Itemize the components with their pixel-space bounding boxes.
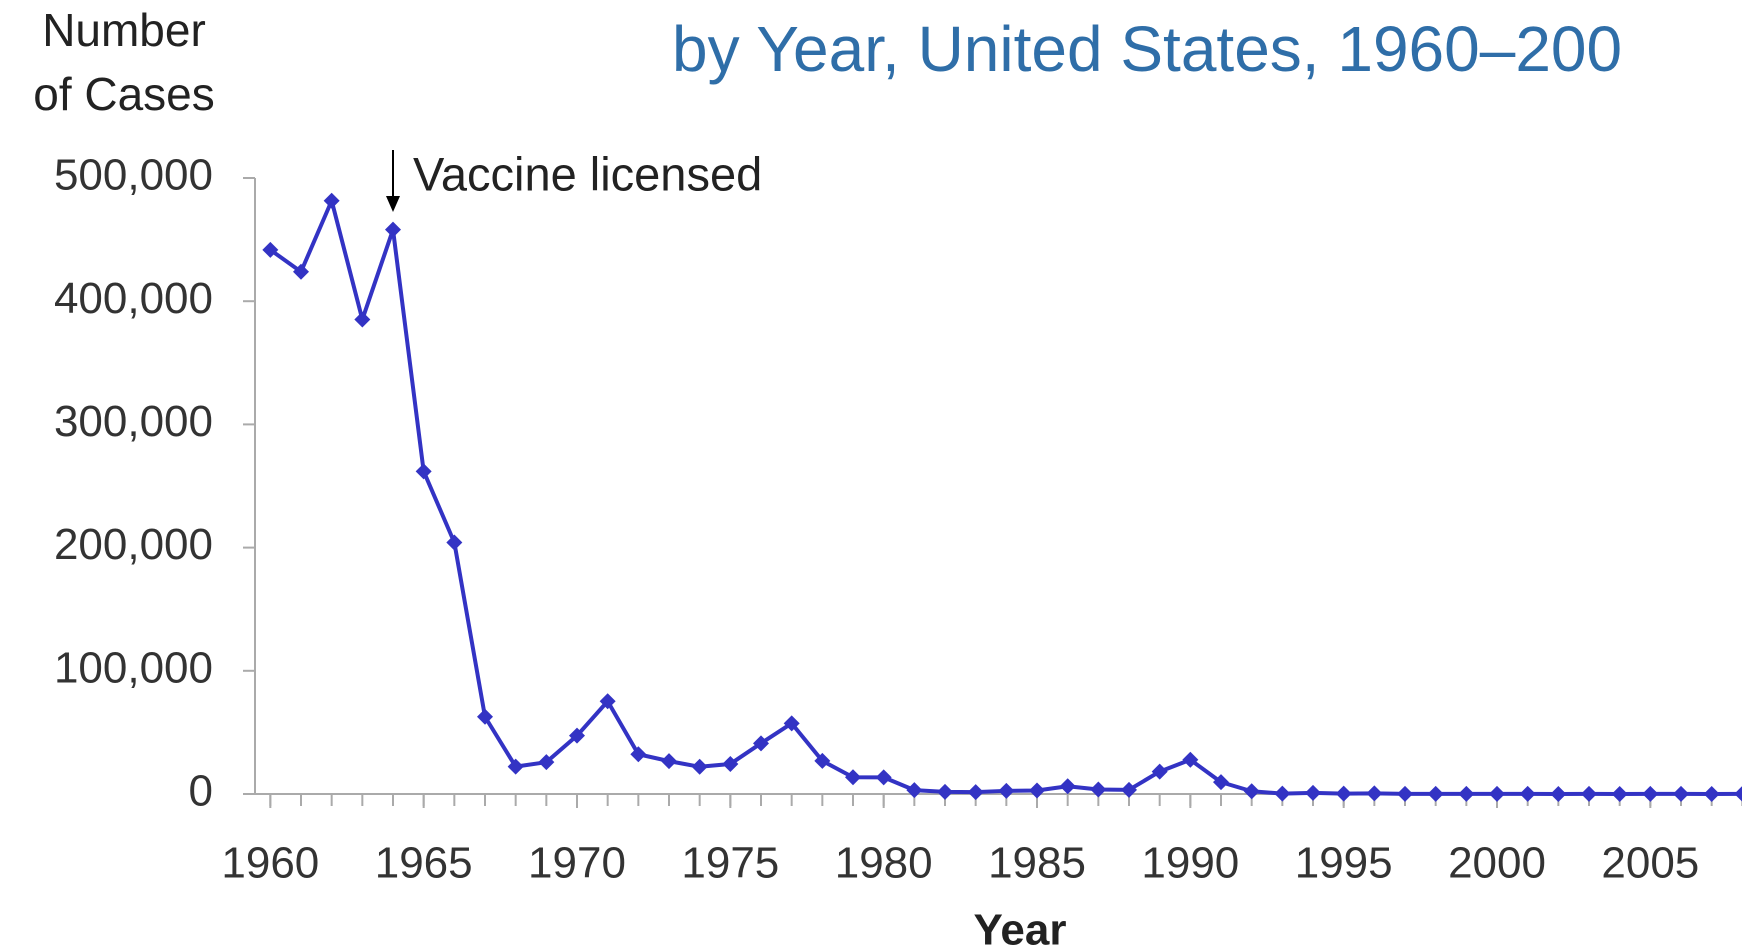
y-tick-label: 0 [189,767,213,816]
y-tick-label: 500,000 [54,151,213,200]
data-point [1151,763,1168,780]
x-tick-label: 1995 [1295,839,1393,888]
x-tick-label: 2005 [1601,839,1699,888]
annotation-arrowhead [386,196,401,212]
y-axis-label: Number [42,4,206,56]
data-line [269,198,1742,796]
data-point [354,311,371,328]
data-point [1519,785,1536,802]
annotation-text: Vaccine licensed [413,147,762,200]
x-tick-label: 1975 [681,839,779,888]
data-point [1243,783,1260,800]
data-point [1059,778,1076,795]
data-point [1397,785,1414,802]
data-point [569,727,586,744]
data-point [599,693,616,710]
data-point [1213,774,1230,791]
x-tick-label: 2000 [1448,839,1546,888]
y-axis-label: of Cases [33,68,215,120]
x-tick-label: 1985 [988,839,1086,888]
data-point [1305,784,1322,801]
data-point [814,752,831,769]
data-point [998,782,1015,799]
data-point [691,758,708,775]
data-point [722,755,739,772]
data-point [1611,785,1628,802]
data-point [1366,785,1383,802]
y-tick-label: 200,000 [54,520,213,569]
y-tick-label: 100,000 [54,643,213,692]
data-point [446,534,463,551]
data-point [1427,785,1444,802]
data-point [293,263,310,280]
data-point [1458,785,1475,802]
data-point [783,715,800,732]
data-point [630,746,647,763]
data-point [1182,751,1199,768]
data-point [1642,785,1659,802]
data-point [845,769,862,786]
data-point [538,754,555,771]
data-point [507,758,524,775]
x-tick-label: 1990 [1141,839,1239,888]
x-tick-label: 1980 [835,839,933,888]
x-tick-label: 1965 [375,839,473,888]
data-point [385,221,402,238]
data-point [1489,785,1506,802]
data-point [1121,781,1138,798]
data-point [1703,785,1720,802]
data-point [1550,785,1567,802]
data-point [323,192,340,209]
data-point [1090,781,1107,798]
data-point [1581,785,1598,802]
data-point [1673,785,1690,802]
data-point [661,753,678,770]
y-tick-label: 300,000 [54,397,213,446]
data-point [477,708,494,725]
data-point [753,735,770,752]
data-point [967,784,984,801]
data-point [937,783,954,800]
data-point [1029,782,1046,799]
data-point [415,463,432,480]
data-point [1274,785,1291,802]
data-point [906,782,923,799]
chart-title: by Year, United States, 1960–200 [672,13,1622,85]
data-point [262,241,279,258]
x-tick-label: 1960 [221,839,319,888]
y-tick-label: 400,000 [54,274,213,323]
x-axis-label: Year [974,906,1067,952]
x-tick-label: 1970 [528,839,626,888]
data-point [875,769,892,786]
data-point [1335,785,1352,802]
data-point [1734,786,1742,802]
